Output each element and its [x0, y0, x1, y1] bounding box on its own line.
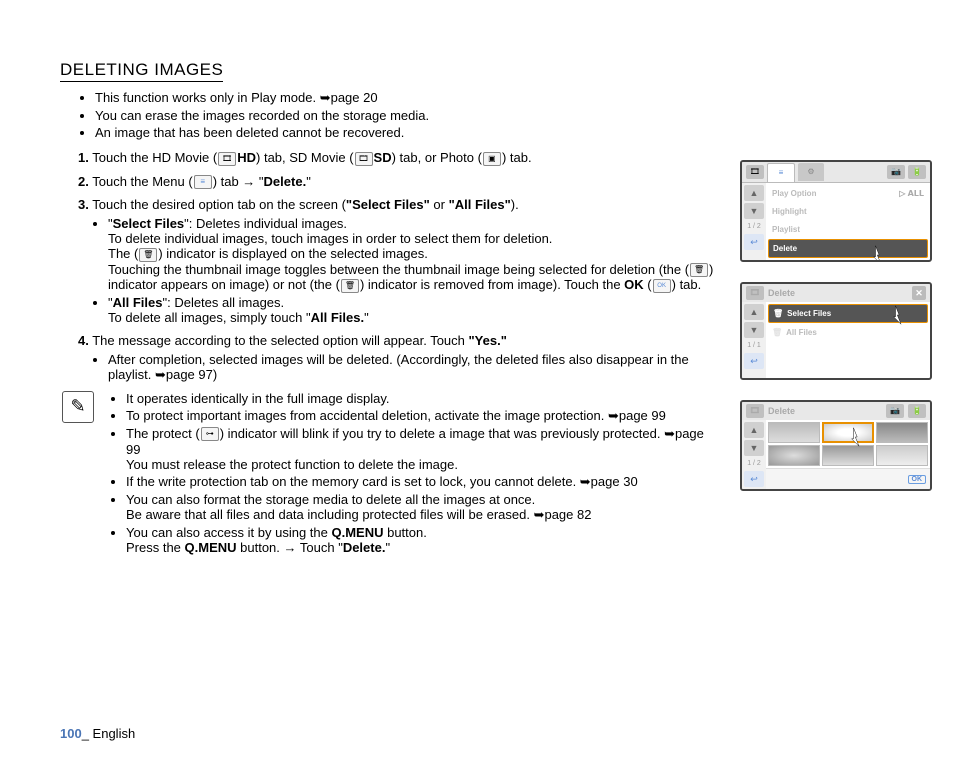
- screen-delete-options: 🎞 Delete ✕ ▲ ▼ 1 / 1 ↩ 🗑Select Files 🗑Al…: [740, 282, 932, 380]
- page-indicator: 1 / 2: [747, 460, 761, 467]
- step-2: 2. Touch the Menu (≡) tab → "Delete.": [78, 174, 720, 190]
- screen-title: Delete: [768, 288, 795, 298]
- step-1: 1. Touch the HD Movie (🎞HD) tab, SD Movi…: [78, 150, 720, 166]
- list-item[interactable]: Playlist: [768, 221, 928, 238]
- note-item: To protect important images from acciden…: [126, 408, 720, 424]
- mode-icon: 🎞: [746, 286, 764, 300]
- screen-menu: 🎞 ≡ ⚙ 📷 🔋 ▲ ▼ 1 / 2 ↩ Play Option▷ 𝗔𝗟𝗟 H…: [740, 160, 932, 262]
- trash-icon: 🗑: [773, 309, 783, 318]
- film-icon: 🎞: [355, 152, 373, 166]
- key-icon: ⊶: [201, 427, 219, 441]
- close-button[interactable]: ✕: [912, 286, 926, 300]
- battery-icon: 🔋: [908, 165, 926, 179]
- sub-all-files: "All Files": Deletes all images. To dele…: [108, 295, 720, 325]
- note-item: It operates identically in the full imag…: [126, 391, 720, 406]
- back-button[interactable]: ↩: [744, 471, 764, 487]
- thumbnail-selected[interactable]: [822, 422, 874, 443]
- ok-button[interactable]: OK: [908, 475, 927, 484]
- list-item[interactable]: 🗑All Files: [768, 324, 928, 341]
- media-icon: 📷: [887, 165, 905, 179]
- note-item: You can also format the storage media to…: [126, 492, 720, 523]
- page-footer: 100_ English: [60, 726, 135, 741]
- menu-icon: ≡: [194, 175, 212, 189]
- thumbnail[interactable]: [768, 445, 820, 466]
- battery-icon: 🔋: [908, 404, 926, 418]
- scroll-down-button[interactable]: ▼: [744, 322, 764, 338]
- mode-icon: 🎞: [746, 404, 764, 418]
- note-block: ✎ It operates identically in the full im…: [60, 391, 720, 557]
- scroll-up-button[interactable]: ▲: [744, 185, 764, 201]
- intro-item: An image that has been deleted cannot be…: [95, 125, 720, 140]
- sub-select-files: "Select Files": Deletes individual image…: [108, 216, 720, 293]
- notes-list: It operates identically in the full imag…: [106, 391, 720, 557]
- note-item: The protect (⊶) indicator will blink if …: [126, 426, 720, 472]
- tab-menu[interactable]: ≡: [767, 163, 795, 182]
- intro-list: This function works only in Play mode. ➥…: [60, 90, 720, 140]
- thumbnail[interactable]: [822, 445, 874, 466]
- note-item: If the write protection tab on the memor…: [126, 474, 720, 490]
- screen-title: Delete: [768, 406, 795, 416]
- intro-item: This function works only in Play mode. ➥…: [95, 90, 720, 106]
- trash-icon: 🗑: [341, 279, 359, 293]
- page-indicator: 1 / 2: [747, 223, 761, 230]
- page-indicator: 1 / 1: [747, 342, 761, 349]
- note-icon: ✎: [62, 391, 94, 423]
- scroll-down-button[interactable]: ▼: [744, 203, 764, 219]
- note-item: You can also access it by using the Q.ME…: [126, 525, 720, 555]
- tab-settings[interactable]: ⚙: [798, 163, 824, 181]
- media-icon: 📷: [886, 404, 904, 418]
- main-content: DELETING IMAGES This function works only…: [60, 60, 730, 557]
- step-3: 3. Touch the desired option tab on the s…: [78, 197, 720, 325]
- back-button[interactable]: ↩: [744, 234, 764, 250]
- scroll-up-button[interactable]: ▲: [744, 422, 764, 438]
- trash-icon: 🗑: [690, 263, 708, 277]
- step4-sub: After completion, selected images will b…: [108, 352, 720, 383]
- step-4: 4. The message according to the selected…: [78, 333, 720, 383]
- steps-list: 1. Touch the HD Movie (🎞HD) tab, SD Movi…: [60, 150, 720, 383]
- scroll-down-button[interactable]: ▼: [744, 440, 764, 456]
- thumbnail[interactable]: [876, 422, 928, 443]
- film-icon: 🎞: [218, 152, 236, 166]
- screen-thumbnails: 🎞 Delete 📷 🔋 ▲ ▼ 1 / 2 ↩: [740, 400, 932, 491]
- thumbnail[interactable]: [768, 422, 820, 443]
- screenshots-column: 🎞 ≡ ⚙ 📷 🔋 ▲ ▼ 1 / 2 ↩ Play Option▷ 𝗔𝗟𝗟 H…: [730, 60, 940, 557]
- thumbnail[interactable]: [876, 445, 928, 466]
- page-title: DELETING IMAGES: [60, 60, 223, 82]
- trash-icon: 🗑: [139, 248, 157, 262]
- back-button[interactable]: ↩: [744, 353, 764, 369]
- list-item[interactable]: Highlight: [768, 203, 928, 220]
- scroll-up-button[interactable]: ▲: [744, 304, 764, 320]
- list-item-selected[interactable]: 🗑Select Files: [768, 304, 928, 323]
- ok-icon: OK: [653, 279, 671, 293]
- trash-icon: 🗑: [772, 328, 782, 337]
- intro-item: You can erase the images recorded on the…: [95, 108, 720, 123]
- photo-icon: ▣: [483, 152, 501, 166]
- mode-icon: 🎞: [746, 165, 764, 179]
- list-item[interactable]: Play Option▷ 𝗔𝗟𝗟: [768, 185, 928, 202]
- list-item-selected[interactable]: Delete: [768, 239, 928, 258]
